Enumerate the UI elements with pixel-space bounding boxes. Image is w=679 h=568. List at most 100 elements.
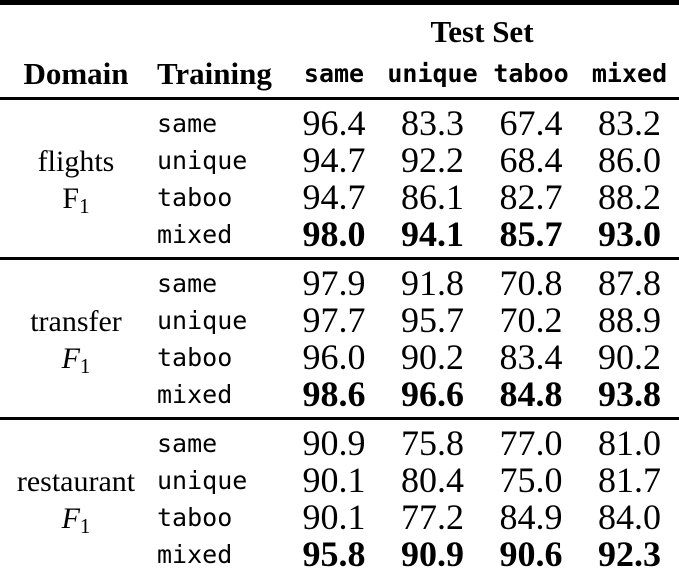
score-cell: 83.2	[598, 103, 661, 143]
block-restaurant: restaurant F1 same 90.9 75.8 77.0 81.0 u…	[0, 418, 679, 568]
domain-label-flights: flights F1	[0, 99, 152, 259]
score-cell: 90.6	[499, 534, 563, 568]
metric-subscript: 1	[79, 513, 91, 538]
score-cell: 98.6	[302, 374, 366, 414]
training-label: mixed	[157, 380, 233, 409]
score-cell: 97.7	[302, 300, 366, 340]
training-label: same	[157, 429, 218, 458]
test-column-header-same: same	[303, 59, 365, 88]
score-cell: 77.0	[499, 423, 563, 463]
table-row: taboo 96.0 90.2 83.4 90.2	[0, 339, 679, 376]
table-row-best: mixed 95.8 90.9 90.6 92.3	[0, 536, 679, 568]
domain-name: restaurant	[16, 464, 136, 498]
score-cell: 87.8	[598, 263, 661, 303]
training-label: same	[157, 109, 218, 138]
score-cell: 94.1	[401, 214, 464, 254]
score-cell: 96.6	[401, 374, 464, 414]
metric-label: F1	[0, 500, 152, 540]
column-header-row: Domain Training same unique taboo mixed	[0, 50, 679, 99]
table-row-best: mixed 98.6 96.6 84.8 93.8	[0, 376, 679, 419]
test-set-row: Test Set	[0, 3, 679, 51]
score-cell: 85.7	[499, 214, 563, 254]
score-cell: 90.2	[401, 337, 464, 377]
metric-letter: F	[61, 501, 80, 535]
training-label: unique	[157, 146, 248, 175]
domain-name: flights	[37, 144, 115, 178]
table-header: Test Set Domain Training same unique tab…	[0, 3, 679, 99]
score-cell: 83.4	[499, 337, 563, 377]
score-cell: 86.0	[598, 140, 661, 180]
score-cell: 67.4	[499, 103, 563, 143]
training-label: taboo	[157, 503, 233, 532]
table-row: unique 97.7 95.7 70.2 88.9	[0, 302, 679, 339]
metric-label: F1	[0, 180, 152, 220]
test-column-header-unique: unique	[387, 59, 478, 88]
score-cell: 70.8	[499, 263, 563, 303]
training-label: mixed	[157, 540, 233, 568]
domain-name: transfer	[30, 304, 122, 338]
score-cell: 84.8	[499, 374, 563, 414]
training-label: unique	[157, 306, 248, 335]
training-label: same	[157, 269, 218, 298]
training-label: taboo	[157, 183, 233, 212]
score-cell: 77.2	[401, 497, 464, 537]
score-cell: 68.4	[499, 140, 563, 180]
score-cell: 83.3	[401, 103, 464, 143]
training-label: mixed	[157, 220, 233, 249]
score-cell: 90.9	[302, 423, 366, 463]
block-transfer: transfer F1 same 97.9 91.8 70.8 87.8 uni…	[0, 258, 679, 419]
test-column-header-taboo: taboo	[493, 59, 569, 88]
table-row: taboo 90.1 77.2 84.9 84.0	[0, 499, 679, 536]
test-set-header: Test Set	[430, 14, 534, 49]
score-cell: 90.2	[598, 337, 661, 377]
training-label: unique	[157, 466, 248, 495]
score-cell: 97.9	[302, 263, 366, 303]
metric-label: F1	[0, 340, 152, 380]
metric-subscript: 1	[79, 193, 90, 218]
score-cell: 86.1	[401, 177, 464, 217]
score-cell: 95.7	[401, 300, 464, 340]
score-cell: 96.0	[302, 337, 366, 377]
table-row: flights F1 same 96.4 83.3 67.4 83.2	[0, 99, 679, 218]
score-cell: 98.0	[302, 214, 366, 254]
block-flights: flights F1 same 96.4 83.3 67.4 83.2 uniq…	[0, 98, 679, 259]
training-label: taboo	[157, 343, 233, 372]
score-cell: 75.0	[499, 460, 563, 500]
domain-label-restaurant: restaurant F1	[0, 419, 152, 568]
score-cell: 88.2	[598, 177, 661, 217]
score-cell: 84.9	[499, 497, 563, 537]
score-cell: 82.7	[499, 177, 563, 217]
score-cell: 95.8	[302, 534, 366, 568]
score-cell: 90.1	[302, 460, 366, 500]
score-cell: 88.9	[598, 300, 661, 340]
score-cell: 93.8	[598, 374, 661, 414]
table-row: taboo 94.7 86.1 82.7 88.2	[0, 179, 679, 216]
score-cell: 94.7	[302, 140, 366, 180]
metric-subscript: 1	[79, 353, 91, 378]
score-cell: 90.1	[302, 497, 366, 537]
score-cell: 92.3	[598, 534, 661, 568]
score-cell: 81.0	[598, 423, 661, 463]
table-row-best: mixed 98.0 94.1 85.7 93.0	[0, 216, 679, 259]
score-cell: 93.0	[598, 214, 661, 254]
score-cell: 90.9	[401, 534, 464, 568]
test-column-header-mixed: mixed	[591, 59, 668, 88]
score-cell: 84.0	[598, 497, 661, 537]
score-cell: 96.4	[302, 103, 366, 143]
table-row: unique 90.1 80.4 75.0 81.7	[0, 462, 679, 499]
score-cell: 94.7	[302, 177, 366, 217]
score-cell: 81.7	[598, 460, 661, 500]
domain-label-transfer: transfer F1	[0, 259, 152, 419]
metric-letter: F	[61, 341, 80, 375]
score-cell: 70.2	[499, 300, 563, 340]
domain-column-header: Domain	[23, 55, 129, 91]
metric-letter: F	[62, 181, 80, 215]
table-row: restaurant F1 same 90.9 75.8 77.0 81.0	[0, 419, 679, 538]
table-row: transfer F1 same 97.9 91.8 70.8 87.8	[0, 259, 679, 378]
header-spacer	[0, 3, 285, 51]
score-cell: 92.2	[401, 140, 464, 180]
score-cell: 91.8	[401, 263, 464, 303]
score-cell: 80.4	[401, 460, 464, 500]
score-cell: 75.8	[401, 423, 464, 463]
